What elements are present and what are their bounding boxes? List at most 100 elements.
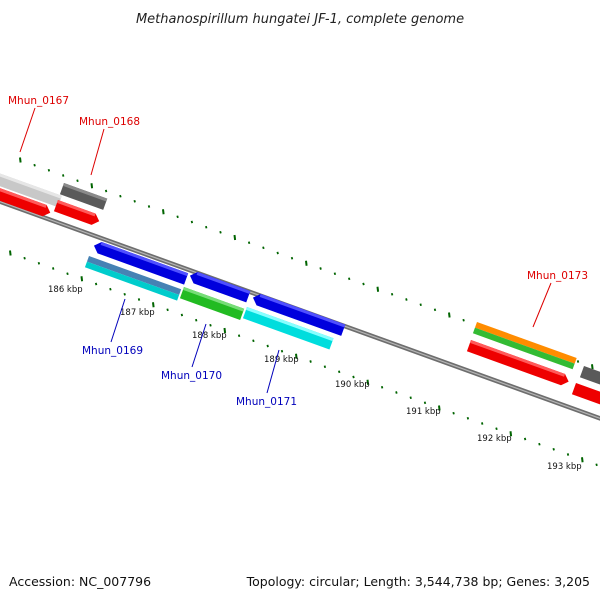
gene-feature-mhun-0170[interactable] [179, 270, 251, 321]
gene-label-mhun-0168[interactable]: Mhun_0168 [79, 116, 140, 176]
upper-scale-major-tick [305, 260, 308, 266]
tick-label-189: 189 kbp [264, 355, 299, 365]
lower-scale-minor-tick [237, 334, 241, 338]
upper-scale-major-tick [591, 364, 594, 370]
upper-scale-minor-tick [119, 194, 122, 198]
lower-scale-minor-tick [52, 267, 55, 270]
upper-scale-minor-tick [390, 292, 394, 296]
lower-scale-minor-tick [523, 437, 527, 441]
tick-label-193: 193 kbp [547, 462, 582, 472]
upper-scale-minor-tick [147, 205, 151, 208]
tick-label-187: 187 kbp [120, 308, 155, 318]
upper-scale-minor-tick [276, 251, 279, 255]
tick-label-192: 192 kbp [477, 434, 512, 444]
upper-scale-minor-tick [405, 298, 408, 301]
upper-scale-major-tick [19, 157, 22, 163]
upper-scale-minor-tick [104, 189, 108, 193]
upper-scale-minor-tick [362, 282, 365, 286]
upper-scale-major-tick [162, 209, 165, 215]
lower-scale-minor-tick [552, 447, 555, 451]
upper-scale-minor-tick [576, 360, 580, 363]
genome-title: Methanospirillum hungatei JF-1, complete… [136, 12, 464, 27]
lower-scale-major-tick [80, 276, 84, 282]
gene-label-mhun-0173[interactable]: Mhun_0173 [527, 270, 588, 328]
upper-scale-minor-tick [205, 225, 208, 229]
lower-scale-minor-tick [109, 287, 112, 291]
upper-scale-minor-tick [176, 215, 179, 219]
lower-scale-minor-tick [166, 308, 169, 312]
tick-label-188: 188 kbp [192, 331, 227, 341]
lower-scale-minor-tick [380, 385, 384, 389]
gene-feature-mhun-0167[interactable] [0, 172, 62, 218]
gene-label-mhun-0167[interactable]: Mhun_0167 [8, 95, 69, 153]
lower-scale-minor-tick [123, 292, 126, 296]
gene-label-text-mhun-0167: Mhun_0167 [8, 95, 69, 107]
gene-label-text-mhun-0169: Mhun_0169 [82, 345, 143, 357]
lower-scale-minor-tick [252, 339, 255, 343]
gene-label-text-mhun-0173: Mhun_0173 [527, 270, 588, 282]
lower-scale-minor-tick [309, 360, 312, 363]
gene-label-text-mhun-0168: Mhun_0168 [79, 116, 140, 128]
lower-scale-major-tick [295, 353, 298, 359]
lower-scale-minor-tick [266, 344, 269, 348]
lower-scale-major-tick [9, 250, 12, 256]
upper-scale-minor-tick [33, 163, 36, 167]
accession-text: Accession: NC_007796 [9, 574, 151, 589]
upper-scale-minor-tick [348, 277, 351, 281]
lower-scale-minor-tick [180, 313, 184, 317]
tick-label-190: 190 kbp [335, 380, 370, 390]
lower-scale-minor-tick [538, 442, 541, 446]
upper-scale-major-tick [376, 286, 380, 292]
lower-scale-minor-tick [66, 272, 69, 276]
gene-feature-mhun-0171[interactable] [242, 292, 346, 350]
lower-scale-minor-tick [323, 365, 327, 369]
gene-label-mhun-0171[interactable]: Mhun_0171 [236, 349, 297, 408]
lower-scale-minor-tick [566, 453, 570, 456]
lower-scale-minor-tick [94, 282, 98, 286]
gene-feature-mhun-0168[interactable] [53, 183, 108, 227]
upper-scale-major-tick [233, 234, 237, 241]
lower-scale-minor-tick [137, 298, 141, 301]
gene-feature-mhun-0173[interactable] [466, 322, 600, 408]
lower-scale-minor-tick [452, 411, 455, 415]
scale-tick-labels: 186 kbp 187 kbp 188 kbp 189 kbp 190 kbp … [48, 285, 582, 472]
upper-scale-minor-tick [333, 272, 337, 276]
lower-scale-major-tick [581, 457, 584, 463]
upper-scale-minor-tick [133, 199, 136, 203]
upper-scale-minor-tick [47, 168, 51, 172]
lower-scale-minor-tick [409, 396, 412, 400]
gene-feature-mhun-0169[interactable] [84, 240, 189, 301]
lower-scale-minor-tick [495, 427, 498, 431]
upper-scale-minor-tick [290, 256, 294, 260]
lower-scale-minor-tick [280, 349, 284, 353]
lower-scale-major-tick [438, 405, 441, 411]
gene-label-mhun-0170[interactable]: Mhun_0170 [161, 323, 222, 382]
upper-scale-minor-tick [247, 241, 251, 245]
lower-scale-minor-tick [338, 370, 341, 374]
lower-scale-minor-tick [395, 391, 398, 394]
upper-scale-minor-tick [190, 220, 194, 224]
upper-scale-minor-tick [419, 303, 422, 307]
genome-summary-text: Topology: circular; Length: 3,544,738 bp… [246, 574, 590, 589]
upper-scale-minor-tick [462, 318, 465, 322]
lower-scale-minor-tick [195, 318, 198, 322]
lower-scale-minor-tick [481, 422, 484, 425]
upper-scale-minor-tick [76, 179, 79, 183]
lower-scale-minor-tick [466, 416, 470, 420]
lower-scale-minor-tick [352, 375, 355, 379]
upper-scale-minor-tick [219, 230, 222, 234]
lower-scale-major-tick [366, 379, 370, 385]
gene-label-text-mhun-0171: Mhun_0171 [236, 396, 297, 408]
lower-scale-minor-tick [209, 323, 212, 327]
tick-label-191: 191 kbp [406, 407, 441, 417]
tick-label-186: 186 kbp [48, 285, 83, 295]
lower-scale-minor-tick [423, 401, 427, 405]
lower-scale-minor-tick [595, 463, 598, 467]
gene-label-mhun-0169[interactable]: Mhun_0169 [82, 298, 143, 357]
upper-scale-minor-tick [62, 174, 65, 177]
lower-scale-minor-tick [23, 256, 26, 260]
lower-scale-major-tick [223, 327, 227, 334]
upper-scale-major-tick [90, 183, 94, 189]
gene-label-text-mhun-0170: Mhun_0170 [161, 370, 222, 382]
